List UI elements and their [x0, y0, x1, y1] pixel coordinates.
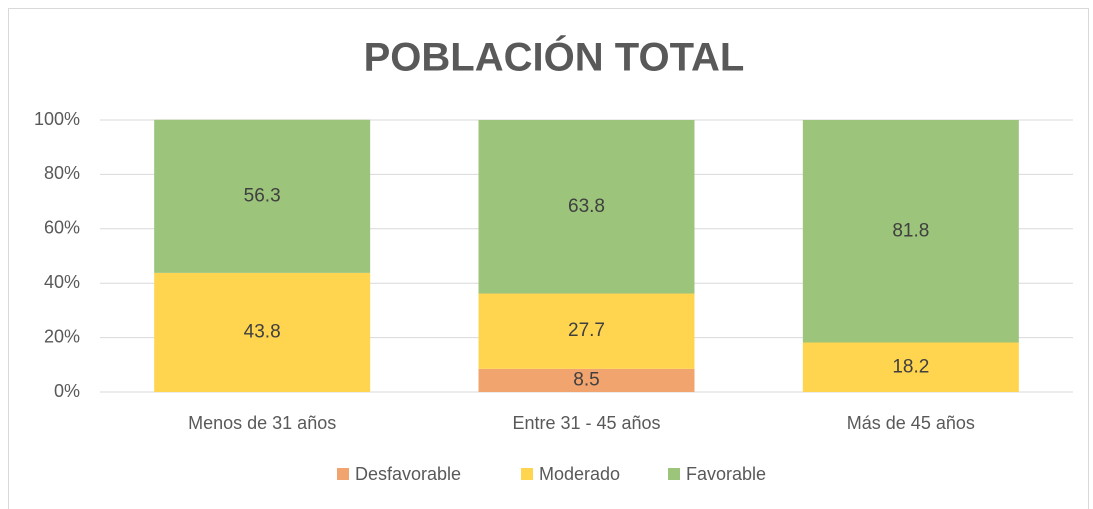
bar-segment — [154, 272, 371, 392]
y-tick-label: 80% — [44, 163, 80, 183]
data-label: 18.2 — [892, 356, 929, 377]
data-label: 43.8 — [244, 321, 281, 342]
legend-label: Favorable — [686, 464, 766, 484]
chart-title: POBLACIÓN TOTAL — [364, 34, 745, 80]
y-tick-label: 40% — [44, 272, 80, 292]
y-tick-label: 20% — [44, 326, 80, 346]
data-label: 63.8 — [568, 196, 605, 217]
legend-swatch — [668, 468, 680, 480]
bar-segment — [154, 119, 371, 273]
legend-label: Moderado — [539, 464, 620, 484]
data-label: 8.5 — [573, 369, 599, 390]
x-tick-label: Entre 31 - 45 años — [512, 413, 660, 433]
bar-segment — [478, 368, 695, 392]
y-tick-label: 100% — [34, 109, 80, 129]
data-label: 81.8 — [892, 220, 929, 241]
x-tick-label: Menos de 31 años — [188, 413, 336, 433]
data-label: 56.3 — [244, 185, 281, 206]
legend-label: Desfavorable — [355, 464, 461, 484]
x-tick-label: Más de 45 años — [847, 413, 975, 433]
bar-segment — [478, 293, 695, 369]
bar-segment — [802, 342, 1019, 392]
chart-border — [8, 8, 1089, 509]
data-label: 27.7 — [568, 320, 605, 341]
legend-swatch — [521, 468, 533, 480]
legend-swatch — [337, 468, 349, 480]
y-tick-label: 60% — [44, 218, 80, 238]
y-tick-label: 0% — [54, 381, 80, 401]
bar-segment — [802, 120, 1019, 343]
bar-segment — [478, 120, 695, 294]
